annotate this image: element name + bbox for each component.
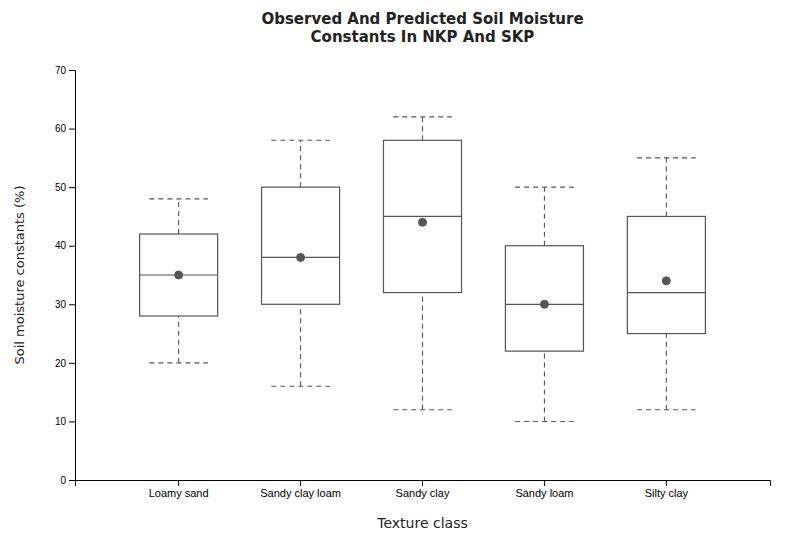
box-group (262, 140, 340, 386)
whisker-upper (178, 199, 179, 234)
tick-mark (300, 480, 301, 486)
box-group (505, 187, 583, 421)
tick-label: 0 (60, 475, 66, 486)
whisker-upper (666, 158, 667, 217)
y-axis: 0 10 20 30 40 50 60 70 (55, 65, 76, 486)
tick-mark (69, 304, 75, 305)
box-group (627, 158, 705, 410)
whisker-cap-lower (271, 386, 330, 387)
tick: Sandy loam (515, 480, 573, 499)
tick-label: Silty clay (645, 487, 689, 499)
tick-mark (666, 480, 667, 486)
mean-marker (419, 218, 427, 226)
y-axis-title: Soil moisture constants (%) (12, 185, 27, 364)
mean-marker (540, 300, 548, 308)
tick-label: Sandy clay (396, 487, 450, 499)
tick-mark (69, 480, 75, 481)
whisker-lower (300, 304, 301, 386)
tick-mark (69, 363, 75, 364)
box (383, 140, 461, 292)
marks (140, 117, 706, 422)
x-axis-title: Texture class (376, 515, 467, 531)
whisker-cap-lower (515, 421, 574, 422)
whisker-cap-upper (637, 157, 696, 158)
tick-mark (69, 129, 75, 130)
tick-label: 50 (55, 182, 67, 193)
tick: 40 (55, 240, 75, 251)
whisker-cap-lower (393, 409, 452, 410)
tick-mark (69, 187, 75, 188)
box-group (140, 199, 218, 363)
whisker-cap-upper (149, 198, 208, 199)
box (262, 187, 340, 304)
tick: 20 (55, 358, 75, 369)
tick: 60 (55, 123, 75, 134)
tick-label: Loamy sand (149, 487, 209, 499)
whisker-lower (422, 293, 423, 410)
whisker-cap-lower (637, 409, 696, 410)
x-axis: Loamy sand Sandy clay loam Sandy clay Sandy… (76, 480, 771, 499)
tick-label: 40 (55, 240, 67, 251)
tick: 10 (55, 416, 75, 427)
tick-label: 20 (55, 358, 67, 369)
axis-line (69, 71, 76, 481)
tick-label: 30 (55, 299, 67, 310)
tick: 30 (55, 299, 75, 310)
whisker-cap-upper (271, 140, 330, 141)
tick: Sandy clay (396, 480, 450, 499)
tick-mark (422, 480, 423, 486)
plot: 0 10 20 30 40 50 60 70 Loamy sand Sandy clay loam… (55, 65, 771, 499)
whisker-lower (178, 316, 179, 363)
mean-marker (662, 277, 670, 285)
whisker-lower (666, 334, 667, 410)
whisker-upper (544, 187, 545, 246)
tick-mark (69, 70, 75, 71)
mean-marker (175, 271, 183, 279)
median (627, 292, 705, 293)
box (505, 246, 583, 351)
tick: Sandy clay loam (260, 480, 341, 499)
mean-marker (297, 253, 305, 261)
axis-line (76, 481, 771, 487)
box-group (383, 117, 461, 410)
tick: 50 (55, 182, 75, 193)
tick-label: 10 (55, 416, 67, 427)
tick-label: Sandy clay loam (260, 487, 341, 499)
tick-mark (544, 480, 545, 486)
whisker-upper (422, 117, 423, 140)
tick-mark (178, 480, 179, 486)
tick: Silty clay (645, 480, 689, 499)
whisker-lower (544, 351, 545, 421)
title: Observed And Predicted Soil MoistureCons… (261, 10, 583, 46)
box (627, 216, 705, 333)
chart: 0 10 20 30 40 50 60 70 Loamy sand Sandy clay loam… (0, 0, 800, 550)
box (140, 234, 218, 316)
whisker-cap-lower (149, 362, 208, 363)
tick: 0 (60, 475, 75, 486)
tick-label: 70 (55, 65, 67, 76)
tick: 70 (55, 65, 75, 76)
tick: Loamy sand (149, 480, 209, 499)
whisker-cap-upper (393, 116, 452, 117)
tick-mark (69, 421, 75, 422)
tick-label: 60 (55, 123, 67, 134)
whisker-upper (300, 140, 301, 187)
tick-mark (69, 246, 75, 247)
tick-label: Sandy loam (515, 487, 573, 499)
whisker-cap-upper (515, 187, 574, 188)
median (383, 216, 461, 217)
